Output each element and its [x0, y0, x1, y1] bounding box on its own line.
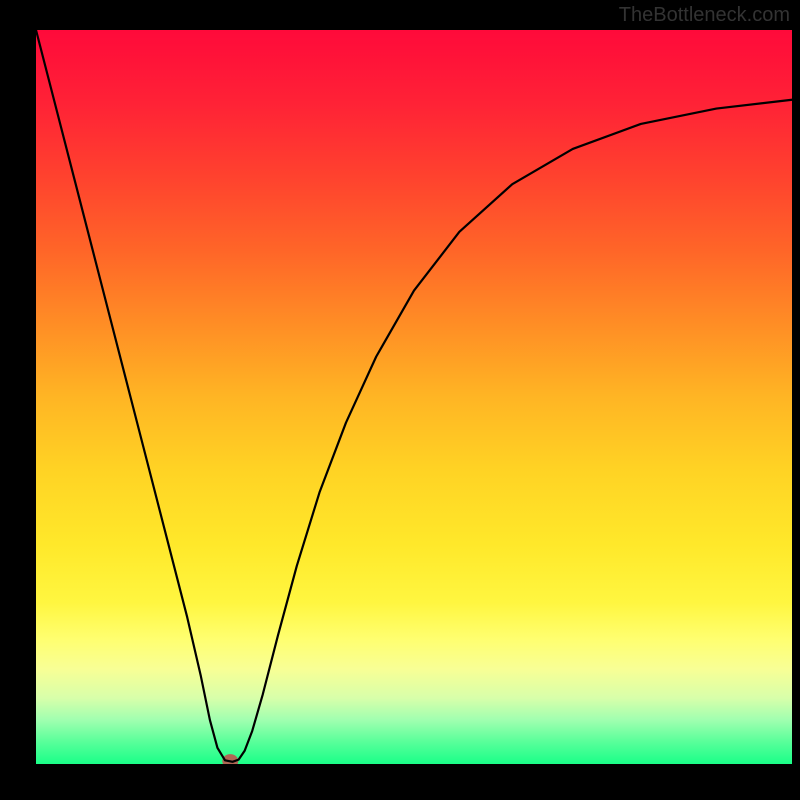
border-bottom	[0, 764, 800, 800]
chart-container: TheBottleneck.com	[0, 0, 800, 800]
border-left	[0, 0, 36, 800]
plot-background	[36, 30, 792, 764]
border-right	[792, 0, 800, 800]
bottleneck-chart	[0, 0, 800, 800]
watermark-text: TheBottleneck.com	[619, 4, 790, 27]
